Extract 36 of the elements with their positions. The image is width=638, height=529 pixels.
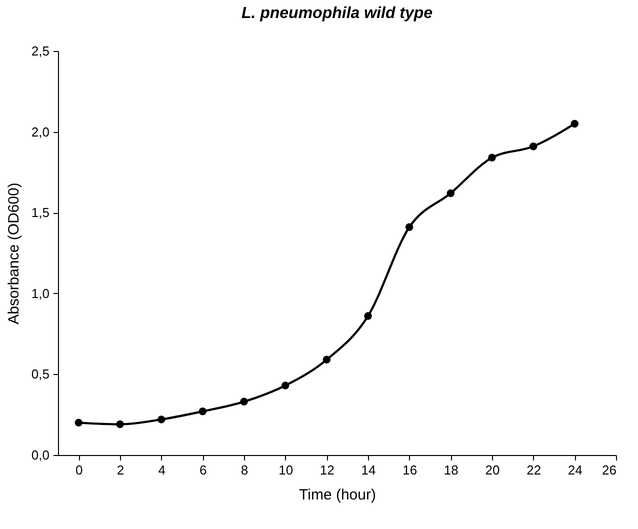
y-tick-label: 2,5 xyxy=(31,44,50,58)
point xyxy=(405,223,414,232)
x-tick-label: 20 xyxy=(485,462,500,478)
point xyxy=(570,120,579,128)
y-tick-label: 1,0 xyxy=(31,286,50,301)
point xyxy=(529,142,538,150)
x-tick-label: 26 xyxy=(602,462,616,478)
x-tick-label: 18 xyxy=(444,462,458,478)
x-tick-label: 16 xyxy=(402,462,418,478)
y-axis-title: Absorbance (OD600) xyxy=(5,182,22,324)
point xyxy=(198,408,207,416)
point xyxy=(240,398,248,406)
point xyxy=(364,312,372,320)
x-tick-label: 8 xyxy=(240,462,248,478)
point xyxy=(322,356,331,364)
x-tick-label: 14 xyxy=(361,462,376,478)
point xyxy=(446,189,455,198)
x-tick-label: 24 xyxy=(568,462,582,478)
x-tick-label: 22 xyxy=(526,462,542,478)
x-tick-label: 2 xyxy=(116,462,124,478)
x-tick-label: 6 xyxy=(200,462,207,478)
y-tick-label: 2,0 xyxy=(31,124,50,140)
chart-title: L. pneumophila wild type xyxy=(241,5,433,22)
point xyxy=(116,420,124,428)
x-tick-label: 0 xyxy=(76,462,83,478)
y-tick-label: 0,0 xyxy=(31,448,50,462)
y-tick-label: 0,5 xyxy=(31,366,50,382)
point xyxy=(488,154,496,162)
x-tick-label: 4 xyxy=(158,462,166,478)
point xyxy=(74,418,83,427)
y-tick-label: 1,5 xyxy=(31,205,50,220)
point xyxy=(281,382,290,390)
point xyxy=(157,416,166,424)
x-axis-title: Time (hour) xyxy=(299,486,376,504)
x-tick-label: 12 xyxy=(320,462,334,478)
x-tick-label: 10 xyxy=(278,462,294,478)
